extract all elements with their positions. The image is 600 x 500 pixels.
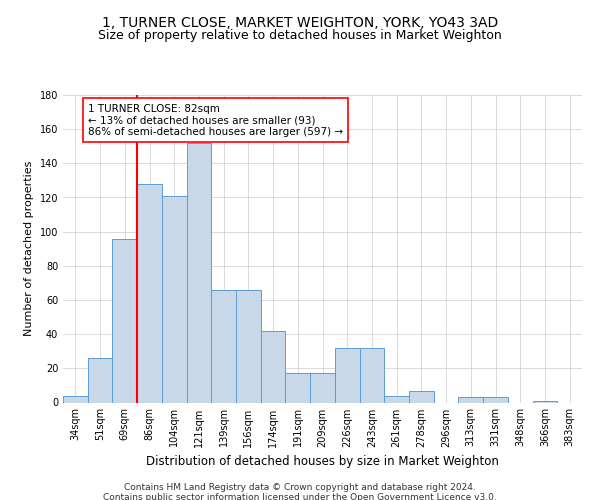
Bar bbox=[409, 390, 434, 402]
Bar bbox=[261, 331, 286, 402]
Bar bbox=[359, 348, 384, 403]
Bar bbox=[187, 143, 211, 403]
Text: 1 TURNER CLOSE: 82sqm
← 13% of detached houses are smaller (93)
86% of semi-deta: 1 TURNER CLOSE: 82sqm ← 13% of detached … bbox=[88, 104, 343, 136]
Bar bbox=[112, 238, 137, 402]
X-axis label: Distribution of detached houses by size in Market Weighton: Distribution of detached houses by size … bbox=[146, 455, 499, 468]
Bar bbox=[137, 184, 162, 402]
Bar bbox=[63, 396, 88, 402]
Bar bbox=[88, 358, 112, 403]
Text: 1, TURNER CLOSE, MARKET WEIGHTON, YORK, YO43 3AD: 1, TURNER CLOSE, MARKET WEIGHTON, YORK, … bbox=[102, 16, 498, 30]
Bar bbox=[211, 290, 236, 403]
Y-axis label: Number of detached properties: Number of detached properties bbox=[24, 161, 34, 336]
Text: Contains HM Land Registry data © Crown copyright and database right 2024.
Contai: Contains HM Land Registry data © Crown c… bbox=[103, 482, 497, 500]
Bar bbox=[162, 196, 187, 402]
Bar bbox=[458, 398, 483, 402]
Text: Size of property relative to detached houses in Market Weighton: Size of property relative to detached ho… bbox=[98, 28, 502, 42]
Bar bbox=[236, 290, 261, 403]
Bar bbox=[286, 374, 310, 402]
Bar bbox=[533, 401, 557, 402]
Bar bbox=[384, 396, 409, 402]
Bar bbox=[310, 374, 335, 402]
Bar bbox=[483, 398, 508, 402]
Bar bbox=[335, 348, 359, 403]
